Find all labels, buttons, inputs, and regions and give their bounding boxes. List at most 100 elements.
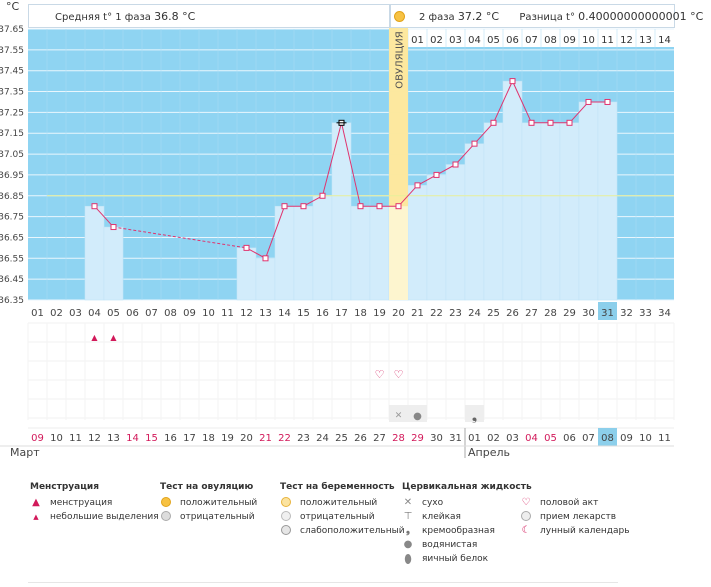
legend-title: Тест на овуляцию <box>160 482 254 492</box>
moon-icon: ☾ <box>521 525 531 536</box>
temperature-point <box>604 98 611 105</box>
phase2-day-label: 07 <box>525 35 538 46</box>
creamy-icon: ❟ <box>406 525 410 536</box>
legend-menstruation: Менструация ▲ менструация ▲ небольшие выде… <box>30 482 159 524</box>
temperature-bar <box>464 143 485 301</box>
phase2-day-label: 08 <box>544 35 557 46</box>
phase2-value: 37.2 °C <box>457 10 500 23</box>
date-label: 12 <box>88 433 101 444</box>
legend-item[interactable]: ☾ лунный календарь <box>521 525 630 536</box>
cycle-day-label: 26 <box>506 308 519 319</box>
cycle-day-label: 31 <box>601 308 614 319</box>
sticky-icon: ⊤ <box>403 511 413 522</box>
legend-title: Тест на беременность <box>280 482 395 492</box>
diff-value: 0.40000000000001 °C <box>578 10 704 23</box>
temperature-bar <box>236 247 257 301</box>
date-label: 25 <box>335 433 348 444</box>
date-label: 27 <box>373 433 386 444</box>
cycle-day-label: 27 <box>525 308 538 319</box>
creamy-icon: ❟ <box>472 408 478 424</box>
date-label: 22 <box>278 433 291 444</box>
cycle-day-label: 30 <box>582 308 595 319</box>
temperature-point <box>585 98 592 105</box>
month-march: Март <box>10 446 40 459</box>
date-label: 28 <box>392 433 405 444</box>
temperature-bar <box>312 195 333 301</box>
legend-item[interactable]: ❟ кремообразная <box>402 524 532 538</box>
phase2-day-label: 12 <box>620 35 633 46</box>
phase2-summary: 2 фаза 37.2 °C Разница t° 0.400000000000… <box>390 4 703 28</box>
phase2-day-label: 03 <box>449 35 462 46</box>
temperature-line <box>474 122 494 144</box>
legend-title: Цервикальная жидкость <box>402 482 532 492</box>
small-drop-icon: ▲ <box>33 513 39 521</box>
y-tick-label: 37.25 <box>0 108 24 118</box>
temperature-bar <box>426 174 447 301</box>
temperature-point <box>490 119 497 126</box>
temperature-line <box>94 205 114 228</box>
legend-item[interactable]: ▲ небольшие выделения <box>30 510 158 524</box>
cycle-day-label: 33 <box>639 308 652 319</box>
legend-item[interactable]: ✕ сухо <box>403 497 444 508</box>
legend-item[interactable]: отрицательный <box>160 510 257 524</box>
menstruation-drop-icon: ▲ <box>32 497 40 508</box>
legend-item[interactable]: ♡ половой акт <box>521 497 599 508</box>
cycle-day-label: 21 <box>411 308 424 319</box>
temperature-bar <box>103 226 124 301</box>
cycle-day-label: 20 <box>392 308 405 319</box>
temperature-point <box>452 161 459 168</box>
month-label: Март <box>10 446 40 459</box>
temperature-point <box>509 78 516 85</box>
temperature-line <box>246 247 266 259</box>
legend-item[interactable]: положительный <box>280 496 405 510</box>
temperature-bar <box>559 122 580 301</box>
cycle-day-label: 08 <box>164 308 177 319</box>
legend-item[interactable]: положительный <box>160 496 257 510</box>
date-label: 01 <box>468 433 481 444</box>
marker-cell <box>389 405 408 422</box>
y-tick-label: 36.55 <box>0 254 24 264</box>
date-label: 31 <box>449 433 462 444</box>
date-label: 20 <box>240 433 253 444</box>
legend-item[interactable]: ⊤ клейкая <box>403 511 461 522</box>
date-label: 04 <box>525 433 538 444</box>
y-tick-label: 37.35 <box>0 88 24 98</box>
cycle-day-label: 01 <box>31 308 44 319</box>
y-tick-label: 37.55 <box>0 46 24 56</box>
date-label: 10 <box>639 433 652 444</box>
temperature-point <box>433 171 440 178</box>
date-label: 11 <box>658 433 671 444</box>
menstruation-drop-icon: ▲ <box>91 333 98 342</box>
temperature-point <box>566 119 573 126</box>
date-label: 06 <box>563 433 576 444</box>
cycle-day-label: 18 <box>354 308 367 319</box>
temperature-point <box>528 119 535 126</box>
legend-item[interactable]: ● водянистая <box>403 539 478 550</box>
legend-item[interactable]: ⬮ яичный белок <box>402 552 532 566</box>
temperature-line <box>341 122 361 207</box>
temperature-bar <box>597 101 618 301</box>
temperature-bar <box>293 205 314 301</box>
cycle-day-label: 29 <box>563 308 576 319</box>
cycle-day-label: 22 <box>430 308 443 319</box>
negative-pregnancy-icon <box>280 511 292 523</box>
phase2-day-label: 04 <box>468 35 481 46</box>
cycle-day-label: 16 <box>316 308 329 319</box>
month-april: Апрель <box>468 446 510 459</box>
legend-cervical: Цервикальная жидкость ✕ сухо ⊤ клейкая ❟ кр… <box>402 482 532 566</box>
cycle-day-label: 34 <box>658 308 671 319</box>
legend-item[interactable]: ▲ менструация <box>30 496 159 510</box>
dry-icon: ✕ <box>403 497 413 508</box>
date-label: 09 <box>620 433 633 444</box>
temperature-line <box>265 206 285 259</box>
temperature-point <box>262 255 269 262</box>
legend-item[interactable]: слабоположительный <box>280 524 405 538</box>
cycle-day-label: 09 <box>183 308 196 319</box>
phase2-day-label: 14 <box>658 35 671 46</box>
legend-item[interactable]: отрицательный <box>280 510 405 524</box>
temperature-bar <box>369 205 390 301</box>
legend-item[interactable]: прием лекарств <box>520 510 630 524</box>
legend-title: Менструация <box>30 482 99 492</box>
y-tick-label: 36.35 <box>0 296 24 306</box>
date-label: 16 <box>164 433 177 444</box>
